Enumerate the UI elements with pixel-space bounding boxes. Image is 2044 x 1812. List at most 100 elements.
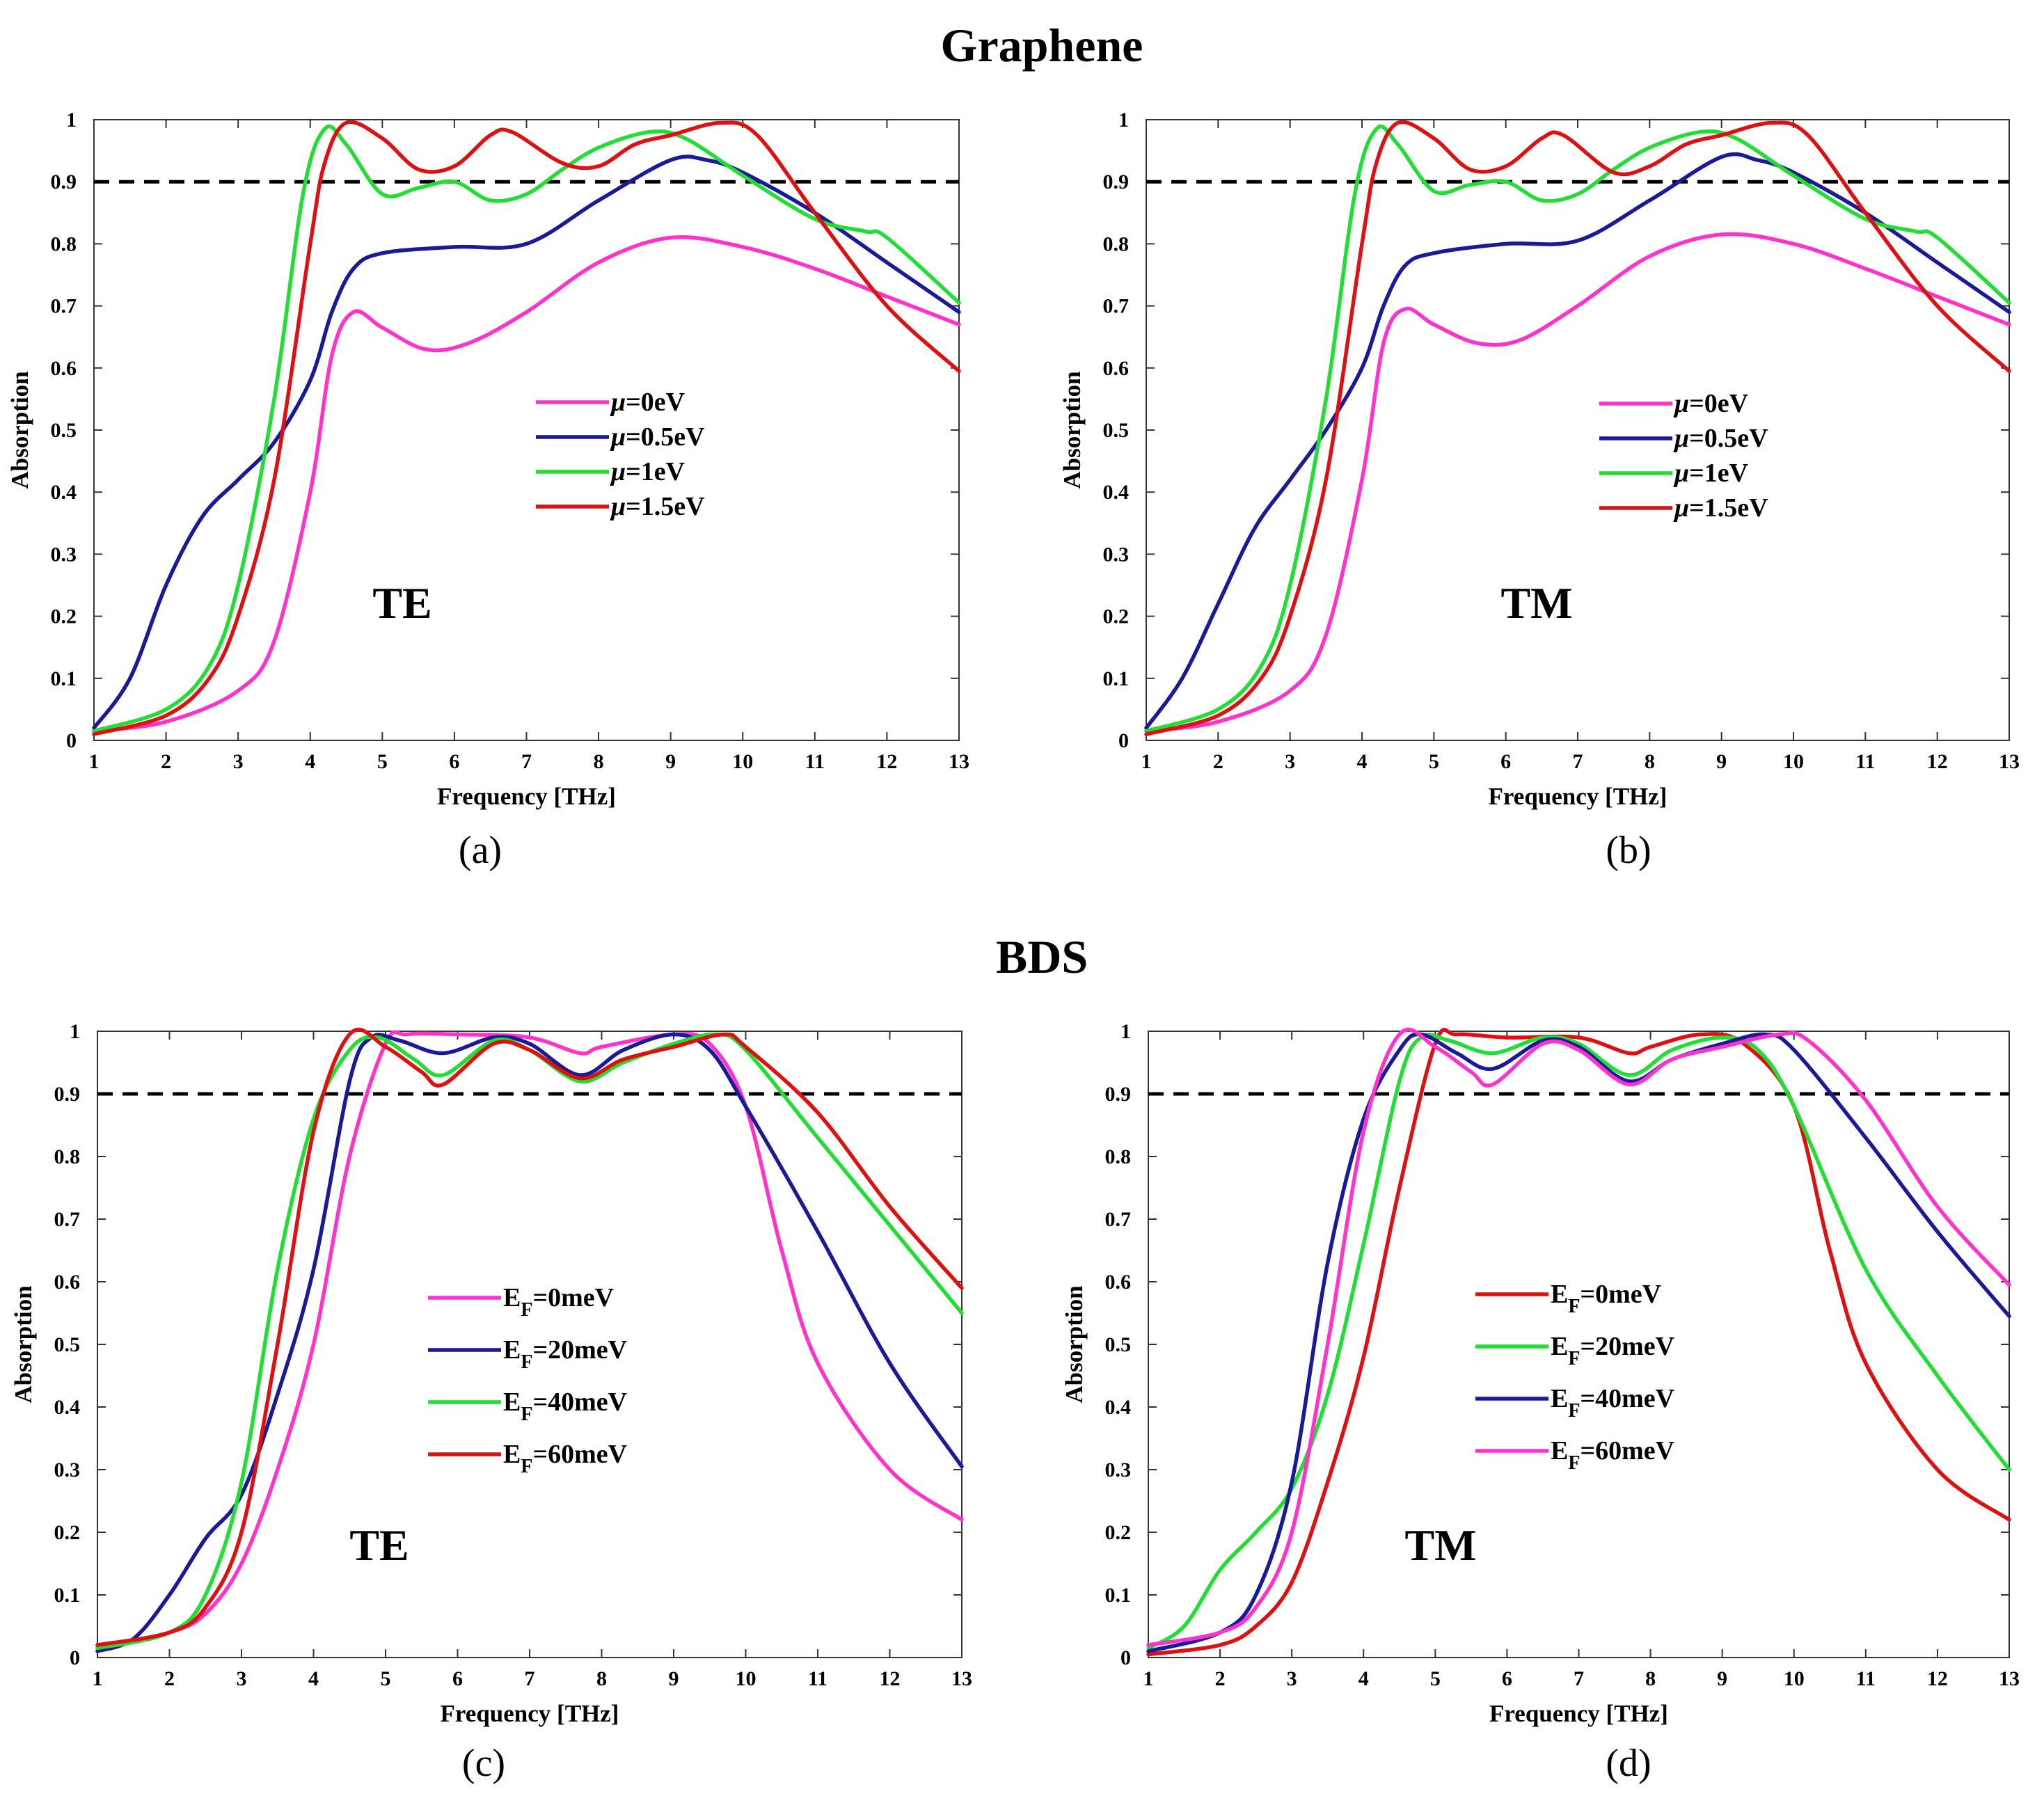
panel-b-y-tick-label: 0.7: [1103, 295, 1130, 318]
panel-b-x-tick-label: 12: [1927, 750, 1948, 773]
panel-d-y-tick-label: 0.6: [1105, 1271, 1132, 1294]
panel-b-x-tick-label: 13: [1999, 750, 2020, 773]
panel-a-plot-area: [93, 119, 960, 741]
panel-b-x-tick-label: 10: [1783, 750, 1804, 773]
panel-c-legend-entry-2: EF=20meV: [503, 1335, 628, 1373]
panel-a-x-tick-label: 10: [732, 750, 753, 773]
panel-c-y-tick-label: 0: [70, 1646, 80, 1669]
panel-c-y-tick-label: 0.3: [54, 1459, 81, 1481]
panel-d-series-line-3: [1146, 1032, 2011, 1653]
panel-a-legend: μ=0eV μ=0.5eV μ=1eV μ=1.5eV: [536, 388, 705, 521]
panel-b-x-tick-label: 3: [1285, 750, 1295, 773]
chart-panel-b: 1 2 3 4 5 6 7 8 9 10 11 12 1300.10.20.30.40.50.60.70…: [1059, 109, 2020, 872]
panel-d-y-tick-label: 0.3: [1105, 1459, 1132, 1481]
panel-a-y-tick-label: 0.3: [51, 543, 77, 566]
panel-c-legend-entry-3: EF=40meV: [503, 1388, 628, 1425]
panel-a-x-tick-label: 4: [305, 750, 315, 773]
section-title-bds: BDS: [996, 930, 1088, 983]
panel-a-legend-entry-3: μ=1eV: [610, 457, 686, 486]
panel-d-x-axis-label: Frequency [THz]: [1489, 1700, 1668, 1727]
panel-d-y-tick-label: 0.9: [1105, 1083, 1132, 1106]
panel-d-x-tick-label: 4: [1358, 1667, 1369, 1690]
panel-b-y-tick-label: 0: [1118, 729, 1129, 752]
panel-a-x-tick-label: 8: [594, 750, 604, 773]
panel-a-series-line-4: [92, 120, 961, 736]
panel-b-y-tick-label: 0.8: [1103, 232, 1130, 255]
panel-a-series-line-3: [92, 124, 961, 733]
panel-a-y-tick-label: 0.4: [51, 481, 77, 504]
panel-d-mode-label: TM: [1404, 1520, 1476, 1570]
panel-b-y-tick-label: 0.3: [1103, 543, 1130, 566]
panel-b-series-line-3: [1144, 125, 2011, 733]
panel-b-x-tick-label: 7: [1573, 750, 1583, 773]
panel-b-plot-area: [1146, 119, 2010, 741]
chart-panel-c: 1 2 3 4 5 6 7 8 9 10 11 12 1300.10.20.30.40.50.60.70…: [10, 1020, 972, 1785]
panel-c-x-tick-label: 13: [951, 1667, 972, 1690]
panel-d-y-tick-label: 0.5: [1105, 1333, 1132, 1356]
panel-a-legend-entry-4: μ=1.5eV: [610, 492, 705, 521]
panel-b-mode-label: TM: [1500, 578, 1572, 628]
panel-a-x-tick-label: 7: [521, 750, 532, 773]
panel-d-x-tick-label: 10: [1784, 1667, 1805, 1690]
panel-c-y-axis-label: Absorption: [10, 1285, 37, 1403]
panel-c-series-line-3: [95, 1032, 964, 1651]
panel-a-series-line-1: [92, 235, 961, 733]
panel-c-x-tick-label: 1: [93, 1667, 103, 1690]
panel-a-x-tick-label: 9: [665, 750, 676, 773]
panel-d-legend-entry-4: EF=60meV: [1551, 1436, 1675, 1474]
panel-a-y-tick-label: 0.8: [51, 232, 77, 255]
panel-b-x-tick-label: 6: [1500, 750, 1511, 773]
panel-a-x-axis-label: Frequency [THz]: [437, 783, 616, 810]
panel-d-plot-area: [1148, 1031, 2010, 1658]
panel-b-y-axis-label: Absorption: [1059, 371, 1086, 488]
panel-d-caption: (d): [1606, 1742, 1651, 1785]
panel-d-x-tick-label: 11: [1856, 1667, 1876, 1690]
panel-c-x-tick-label: 5: [381, 1667, 391, 1690]
panel-b-y-tick-label: 0.2: [1103, 605, 1130, 628]
panel-b-x-tick-label: 4: [1357, 750, 1368, 773]
panel-d-y-tick-label: 0.4: [1105, 1396, 1132, 1419]
panel-c-x-tick-label: 8: [596, 1667, 607, 1690]
panel-b-y-tick-label: 0.5: [1103, 419, 1130, 442]
panel-a-y-tick-label: 0.7: [51, 295, 77, 318]
panel-c-plot-area: [97, 1031, 962, 1658]
panel-a-y-tick-label: 0.5: [51, 419, 77, 442]
panel-a-x-tick-label: 3: [233, 750, 244, 773]
panel-a-x-tick-label: 5: [377, 750, 388, 773]
panel-d-legend-entry-1: EF=0meV: [1551, 1280, 1662, 1317]
panel-b-x-tick-label: 8: [1645, 750, 1655, 773]
panel-a-y-tick-label: 0.9: [51, 170, 77, 193]
chart-panel-d: 1 2 3 4 5 6 7 8 9 10 11 12 1300.10.20.30.40.50.60.70…: [1061, 1020, 2020, 1785]
panel-c-x-tick-label: 10: [736, 1667, 756, 1690]
panel-d-series-line-4: [1146, 1027, 2011, 1647]
panel-c-x-tick-label: 3: [237, 1667, 247, 1690]
panel-b-y-tick-label: 1: [1118, 109, 1129, 132]
panel-d-x-tick-label: 8: [1645, 1667, 1656, 1690]
panel-a-x-tick-label: 1: [89, 750, 100, 773]
panel-c-mode-label: TE: [349, 1520, 409, 1570]
panel-c-x-tick-label: 4: [308, 1667, 319, 1690]
panel-b-legend: μ=0eV μ=0.5eV μ=1eV μ=1.5eV: [1599, 389, 1768, 523]
panel-b-series-line-2: [1144, 152, 2011, 730]
panel-a-y-axis-label: Absorption: [6, 371, 33, 488]
panel-b-x-tick-label: 1: [1141, 750, 1152, 773]
panel-c-y-tick-label: 0.4: [54, 1396, 81, 1419]
panel-b-x-tick-label: 2: [1213, 750, 1223, 773]
panel-c-legend-entry-4: EF=60meV: [503, 1440, 628, 1477]
panel-d-series-line-1: [1146, 1028, 2011, 1657]
panel-c-caption: (c): [462, 1742, 505, 1785]
panel-c-x-tick-label: 6: [452, 1667, 463, 1690]
panel-b-x-axis-label: Frequency [THz]: [1489, 783, 1667, 810]
panel-d-x-tick-label: 7: [1574, 1667, 1584, 1690]
panel-b-legend-entry-3: μ=1eV: [1673, 459, 1749, 488]
panel-d-x-tick-label: 5: [1430, 1667, 1441, 1690]
panel-d-legend-entry-3: EF=40meV: [1551, 1384, 1675, 1422]
panel-c-series-line-4: [95, 1027, 964, 1647]
panel-d-legend-entry-2: EF=20meV: [1551, 1332, 1675, 1369]
panel-b-caption: (b): [1606, 829, 1651, 872]
panel-d-x-tick-label: 1: [1143, 1667, 1154, 1690]
panel-c-y-tick-label: 1: [70, 1020, 80, 1043]
panel-c-x-tick-label: 2: [164, 1667, 175, 1690]
panel-d-y-tick-label: 0.1: [1105, 1584, 1132, 1607]
